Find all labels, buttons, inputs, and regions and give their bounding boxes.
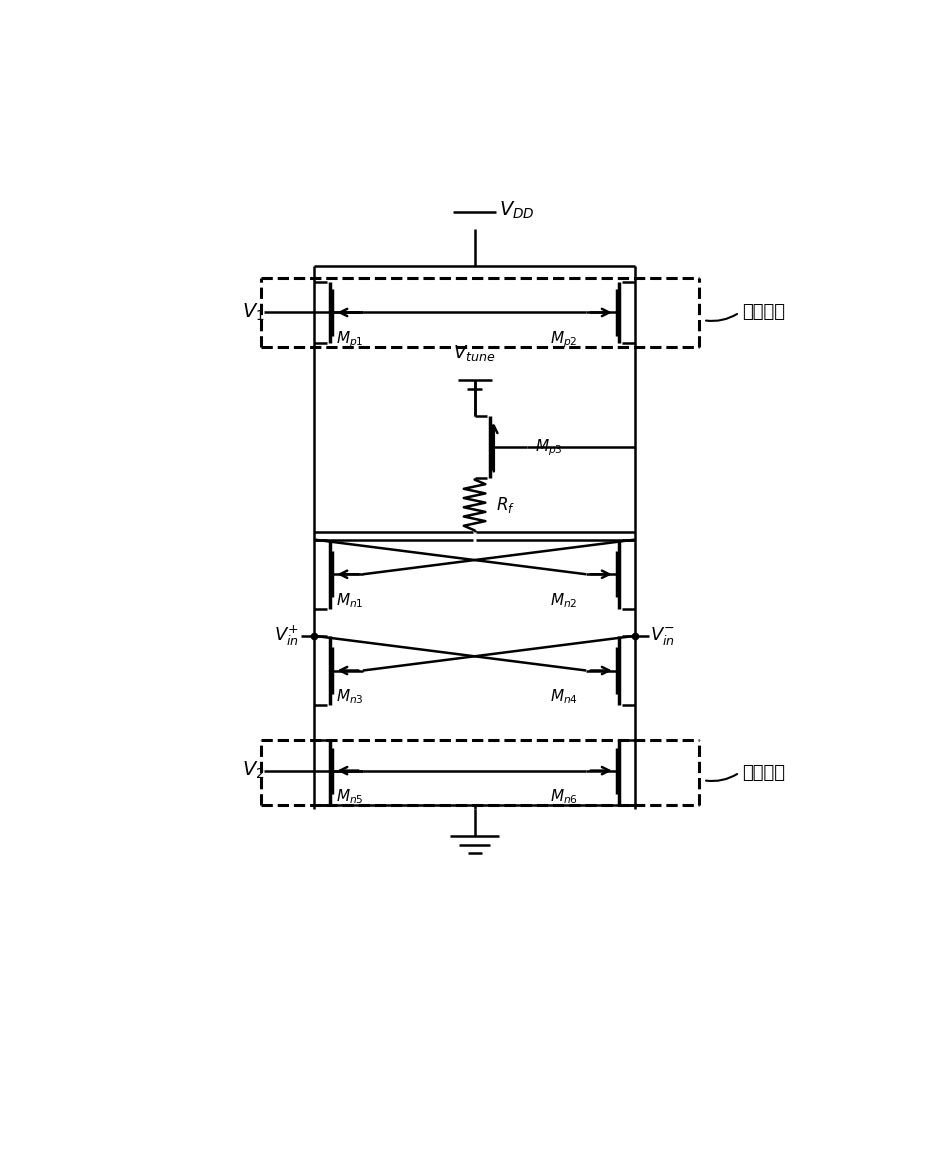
Text: 偏置电路: 偏置电路: [742, 304, 784, 321]
Text: $M_{n2}$: $M_{n2}$: [550, 591, 578, 610]
Text: $M_{n6}$: $M_{n6}$: [550, 787, 578, 806]
Text: $M_{p3}$: $M_{p3}$: [534, 436, 562, 457]
Text: $M_{n1}$: $M_{n1}$: [336, 591, 364, 610]
Text: $M_{p1}$: $M_{p1}$: [336, 330, 364, 350]
Text: $V_{in}^{+}$: $V_{in}^{+}$: [274, 624, 299, 647]
Text: $V_{tune}$: $V_{tune}$: [454, 343, 495, 362]
Text: $M_{n4}$: $M_{n4}$: [550, 687, 578, 706]
Text: 偏置电路: 偏置电路: [742, 764, 784, 781]
Text: $V_1$: $V_1$: [242, 301, 264, 323]
Text: $M_{n3}$: $M_{n3}$: [336, 687, 364, 706]
Text: $M_{p2}$: $M_{p2}$: [550, 330, 578, 350]
Text: $V_{in}^{-}$: $V_{in}^{-}$: [650, 625, 675, 646]
Text: $R_f$: $R_f$: [496, 495, 515, 515]
Text: $V_{DD}$: $V_{DD}$: [499, 201, 535, 222]
Text: $V_2$: $V_2$: [242, 760, 264, 781]
Text: $M_{n5}$: $M_{n5}$: [336, 787, 364, 806]
